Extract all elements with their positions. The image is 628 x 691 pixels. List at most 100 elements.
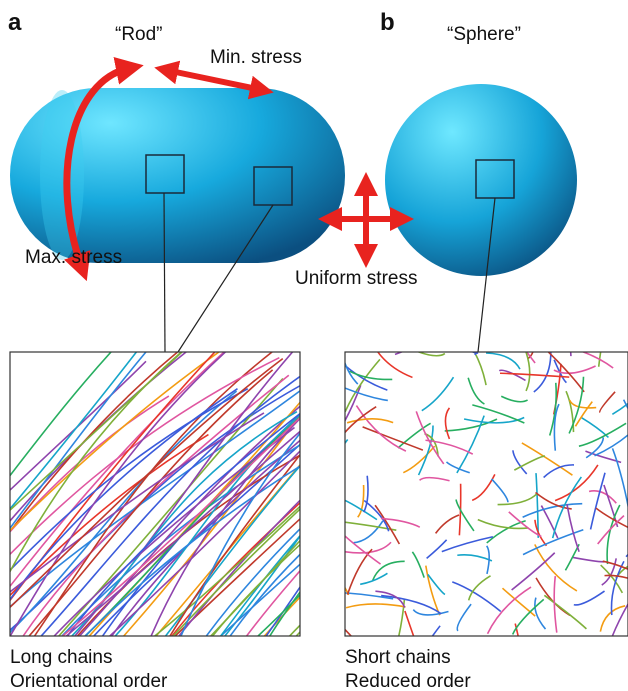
chain <box>256 593 300 636</box>
chain <box>486 545 490 575</box>
chain <box>170 501 300 636</box>
chain <box>10 389 300 608</box>
chain <box>611 448 628 510</box>
chain <box>150 417 300 636</box>
chain <box>431 625 441 636</box>
chain <box>10 352 113 477</box>
chain <box>10 352 227 636</box>
chain <box>417 425 434 476</box>
chain <box>10 412 265 593</box>
chain <box>164 464 300 636</box>
connector <box>177 204 274 353</box>
chain <box>581 417 609 439</box>
connector <box>163 192 166 353</box>
chain <box>568 399 597 409</box>
chain <box>425 565 441 616</box>
chain <box>426 539 448 559</box>
chain <box>211 543 300 636</box>
sample-square <box>145 154 185 194</box>
chain <box>402 445 436 474</box>
chain <box>10 390 238 634</box>
chain <box>594 433 628 457</box>
chain <box>180 432 300 636</box>
chain <box>554 464 599 502</box>
chain <box>471 474 496 502</box>
chain <box>60 444 300 636</box>
chain <box>10 433 209 597</box>
chain <box>155 463 300 636</box>
chain <box>534 597 547 630</box>
chain <box>525 352 531 392</box>
chain <box>514 623 519 636</box>
sphere <box>385 84 577 276</box>
chain <box>349 370 393 381</box>
chain-box <box>9 351 301 637</box>
chain <box>346 548 373 595</box>
chain <box>397 422 431 449</box>
chain <box>375 590 406 608</box>
chain <box>374 504 401 545</box>
chain <box>380 517 421 528</box>
chain <box>474 352 479 356</box>
chain <box>10 388 249 572</box>
chain <box>540 505 559 539</box>
stress-label: Max. stress <box>25 247 122 268</box>
chain <box>566 504 580 552</box>
chain <box>497 493 538 506</box>
chain <box>122 414 300 636</box>
chain <box>553 359 567 384</box>
chain <box>345 387 388 402</box>
chain <box>10 352 183 574</box>
chain <box>533 352 552 393</box>
chain <box>309 569 342 613</box>
chain <box>355 405 407 452</box>
chain <box>205 527 300 636</box>
chain <box>357 484 365 518</box>
chain <box>611 402 628 416</box>
chain <box>65 430 300 636</box>
chain <box>444 407 451 440</box>
shape-title: “Sphere” <box>447 24 521 45</box>
chain <box>10 357 284 609</box>
chain <box>394 352 404 356</box>
chain <box>535 491 572 510</box>
chain <box>585 437 605 459</box>
chain <box>10 352 147 530</box>
chain <box>360 572 388 586</box>
chain <box>490 478 509 503</box>
chain <box>565 390 575 433</box>
min-stress-arrow <box>154 60 274 100</box>
chain <box>573 590 605 606</box>
chain <box>169 453 300 636</box>
chain <box>345 592 394 600</box>
stress-label: Uniform stress <box>295 268 417 289</box>
chain <box>574 401 593 427</box>
chain <box>500 395 528 403</box>
chain <box>10 352 179 533</box>
chain <box>597 515 625 545</box>
chain <box>599 605 626 632</box>
chain <box>363 475 369 513</box>
chain <box>434 514 460 534</box>
chain <box>521 442 573 476</box>
chain <box>345 405 377 434</box>
chain <box>28 369 274 636</box>
chain <box>471 352 479 354</box>
chain <box>534 544 578 592</box>
chain <box>10 356 280 556</box>
chain <box>415 411 445 465</box>
chain <box>455 499 475 532</box>
panel-label: a <box>8 9 22 36</box>
chain <box>445 461 470 474</box>
chain <box>569 352 572 357</box>
caption: Short chains <box>345 647 451 668</box>
chain <box>603 484 619 528</box>
chain <box>543 464 575 479</box>
chain <box>622 399 628 410</box>
chain <box>114 413 300 636</box>
chain <box>553 365 596 375</box>
chain <box>33 352 274 636</box>
chain <box>508 511 542 538</box>
max-stress-arrow <box>63 57 144 282</box>
chain <box>153 505 300 636</box>
